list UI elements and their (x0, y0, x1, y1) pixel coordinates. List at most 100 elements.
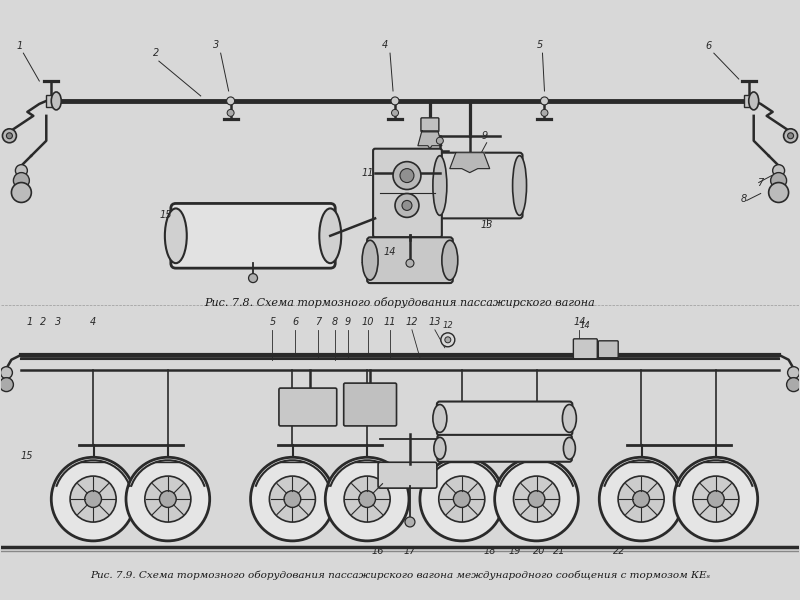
Circle shape (786, 377, 800, 392)
Text: 4: 4 (90, 317, 96, 327)
Circle shape (159, 491, 176, 508)
Text: 9: 9 (482, 131, 488, 141)
Circle shape (249, 274, 258, 283)
Text: 17: 17 (404, 546, 416, 556)
Circle shape (400, 169, 414, 182)
Circle shape (674, 457, 758, 541)
Circle shape (2, 129, 16, 143)
Circle shape (784, 129, 798, 143)
Text: 11: 11 (384, 317, 396, 327)
Bar (46, 95, 56, 107)
Text: 12: 12 (406, 317, 418, 327)
Circle shape (145, 476, 191, 522)
Circle shape (0, 377, 14, 392)
Circle shape (344, 476, 390, 522)
Circle shape (405, 517, 415, 527)
Circle shape (633, 491, 650, 508)
Text: 22: 22 (613, 546, 626, 556)
Circle shape (395, 193, 419, 217)
Text: 9: 9 (345, 317, 351, 327)
Text: 11: 11 (362, 167, 374, 178)
Circle shape (226, 97, 234, 105)
Circle shape (770, 173, 786, 188)
Circle shape (773, 164, 785, 176)
Text: 18: 18 (483, 546, 496, 556)
Text: 10: 10 (424, 123, 436, 133)
Circle shape (445, 337, 451, 343)
Circle shape (51, 457, 135, 541)
Text: 8: 8 (332, 317, 338, 327)
Circle shape (438, 476, 485, 522)
Ellipse shape (442, 240, 458, 280)
Ellipse shape (563, 437, 575, 459)
Circle shape (70, 476, 116, 522)
Circle shape (326, 457, 409, 541)
Circle shape (284, 491, 301, 508)
Text: 1: 1 (16, 41, 22, 51)
Text: 14: 14 (573, 317, 586, 327)
Text: 2: 2 (153, 48, 159, 58)
Text: 15: 15 (20, 451, 33, 461)
Circle shape (693, 476, 739, 522)
Text: 21: 21 (553, 546, 566, 556)
Ellipse shape (51, 92, 62, 110)
Ellipse shape (165, 208, 186, 263)
Polygon shape (418, 131, 442, 149)
Circle shape (787, 133, 794, 139)
Text: 5: 5 (536, 40, 542, 50)
Text: 7: 7 (315, 317, 322, 327)
Circle shape (250, 457, 334, 541)
Circle shape (541, 97, 549, 105)
Circle shape (393, 161, 421, 190)
Text: 3: 3 (213, 40, 218, 50)
Text: 15: 15 (160, 211, 172, 220)
Circle shape (14, 173, 30, 188)
Ellipse shape (749, 92, 758, 110)
Text: 5: 5 (270, 317, 275, 327)
Text: 4: 4 (382, 40, 388, 50)
Circle shape (126, 457, 210, 541)
Text: 2: 2 (40, 317, 46, 327)
Circle shape (541, 109, 548, 116)
Text: 1: 1 (26, 317, 33, 327)
FancyBboxPatch shape (367, 237, 453, 283)
Circle shape (454, 491, 470, 508)
Text: Рис. 7.8. Схема тормозного оборудования пассажирского вагона: Рис. 7.8. Схема тормозного оборудования … (205, 297, 595, 308)
FancyBboxPatch shape (437, 152, 522, 218)
Text: 3: 3 (55, 317, 62, 327)
Text: 13: 13 (429, 317, 441, 327)
Circle shape (769, 182, 789, 202)
Text: 14: 14 (384, 247, 396, 257)
Circle shape (494, 457, 578, 541)
Text: 19: 19 (508, 546, 521, 556)
Text: 6: 6 (292, 317, 298, 327)
Circle shape (406, 259, 414, 267)
Text: 6: 6 (706, 41, 712, 51)
Circle shape (436, 137, 443, 144)
Ellipse shape (433, 404, 447, 433)
FancyBboxPatch shape (344, 383, 397, 426)
Circle shape (358, 491, 375, 508)
Text: 7: 7 (758, 178, 764, 188)
Ellipse shape (434, 437, 446, 459)
Circle shape (420, 457, 504, 541)
Circle shape (391, 109, 398, 116)
Ellipse shape (319, 208, 342, 263)
Text: 14: 14 (580, 321, 590, 330)
Text: 13: 13 (481, 220, 493, 230)
Circle shape (707, 491, 724, 508)
Bar (744, 95, 754, 107)
Circle shape (528, 491, 545, 508)
Ellipse shape (562, 404, 576, 433)
Ellipse shape (513, 155, 526, 215)
FancyBboxPatch shape (279, 388, 337, 426)
Circle shape (15, 164, 27, 176)
Text: 12: 12 (361, 255, 374, 265)
Polygon shape (450, 152, 490, 173)
FancyBboxPatch shape (574, 339, 598, 359)
Circle shape (787, 367, 799, 379)
Circle shape (514, 476, 559, 522)
Circle shape (270, 476, 315, 522)
Circle shape (1, 367, 13, 379)
FancyBboxPatch shape (373, 149, 442, 237)
